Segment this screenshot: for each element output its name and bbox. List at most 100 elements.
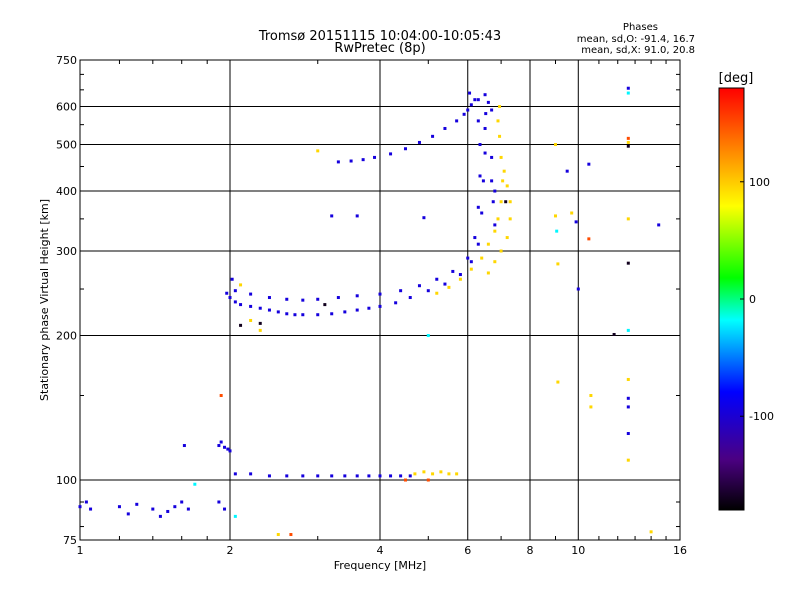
data-point [417,284,421,288]
data-point [498,134,502,138]
data-point [469,267,473,271]
y-tick-label: 75 [63,534,77,547]
y-tick-label: 200 [56,330,77,343]
data-point [422,470,426,474]
x-axis-ticks: 1 2 4 6 8 10 16 [77,60,687,557]
data-point [336,160,340,164]
data-point [466,108,470,112]
colorbar-label: [deg] [719,71,754,86]
data-point [249,318,253,322]
data-point [389,152,393,156]
data-point [626,140,630,144]
data-point [355,214,359,218]
data-point [587,162,591,166]
data-point [180,500,184,504]
data-point [408,474,412,478]
colorbar-gradient [718,87,745,511]
data-point [361,158,365,162]
data-point [483,126,487,130]
data-point [626,405,630,409]
data-point [458,277,462,281]
data-point [330,312,334,316]
y-tick-label: 400 [56,185,77,198]
data-point [426,289,430,293]
data-point [233,289,237,293]
chart-title: Tromsø 20151115 10:04:00-10:05:43 [258,29,501,44]
stats-header: Phases [623,22,658,33]
data-point [193,482,197,486]
data-point [378,292,382,296]
y-tick-label: 300 [56,245,77,258]
data-point [473,98,477,102]
data-point [355,294,359,298]
data-point [267,308,271,312]
data-point [462,112,466,116]
data-point [499,155,503,159]
data-point [493,260,497,264]
data-point [496,119,500,123]
data-point [556,262,560,266]
y-axis-label: Stationary phase Virtual Height [km] [38,199,51,401]
data-point [626,432,630,436]
data-point [478,143,482,147]
data-point [349,159,353,163]
data-point [556,380,560,384]
data-point [78,505,82,509]
data-point [249,292,253,296]
data-point [493,189,497,193]
data-point [223,507,227,511]
data-point [626,86,630,90]
data-point [217,500,221,504]
data-point [367,474,371,478]
data-point [233,472,237,476]
data-point [239,303,243,307]
data-point [499,200,503,204]
data-point [426,334,430,338]
data-point [493,229,497,233]
data-point [451,269,455,273]
data-point [233,300,237,304]
data-point [422,216,426,220]
data-point [455,119,459,123]
data-point [626,91,630,95]
data-point [649,530,653,534]
data-point [426,478,430,482]
data-point [249,304,253,308]
y-tick-label: 500 [56,139,77,152]
data-point [508,217,512,221]
data-point [466,256,470,260]
y-tick-label: 600 [56,101,77,114]
data-point [330,214,334,218]
data-point [239,323,243,327]
data-point [439,470,443,474]
data-point [455,472,459,476]
data-point [151,507,155,511]
data-point [301,313,305,317]
data-point [301,474,305,478]
data-point [267,474,271,478]
data-point [378,304,382,308]
data-point [355,308,359,312]
data-point [468,91,472,95]
y-axis-ticks: 75 100 200 300 400 500 600 750 [56,54,680,547]
data-point [476,242,480,246]
colorbar-tick-label: 100 [749,176,770,189]
data-point [258,328,262,332]
data-point [476,98,480,102]
data-point [158,514,162,518]
x-tick-label: 2 [227,544,234,557]
data-point [293,313,297,317]
data-point [476,205,480,209]
colorbar-tick-label: 0 [749,293,756,306]
data-point [657,223,661,227]
data-point [182,444,186,448]
data-point [343,310,347,314]
data-point [504,200,508,204]
data-point [135,502,139,506]
x-tick-label: 8 [527,544,534,557]
data-point [367,306,371,310]
grid-lines [80,60,680,540]
data-point [225,291,229,295]
data-point [219,394,223,398]
